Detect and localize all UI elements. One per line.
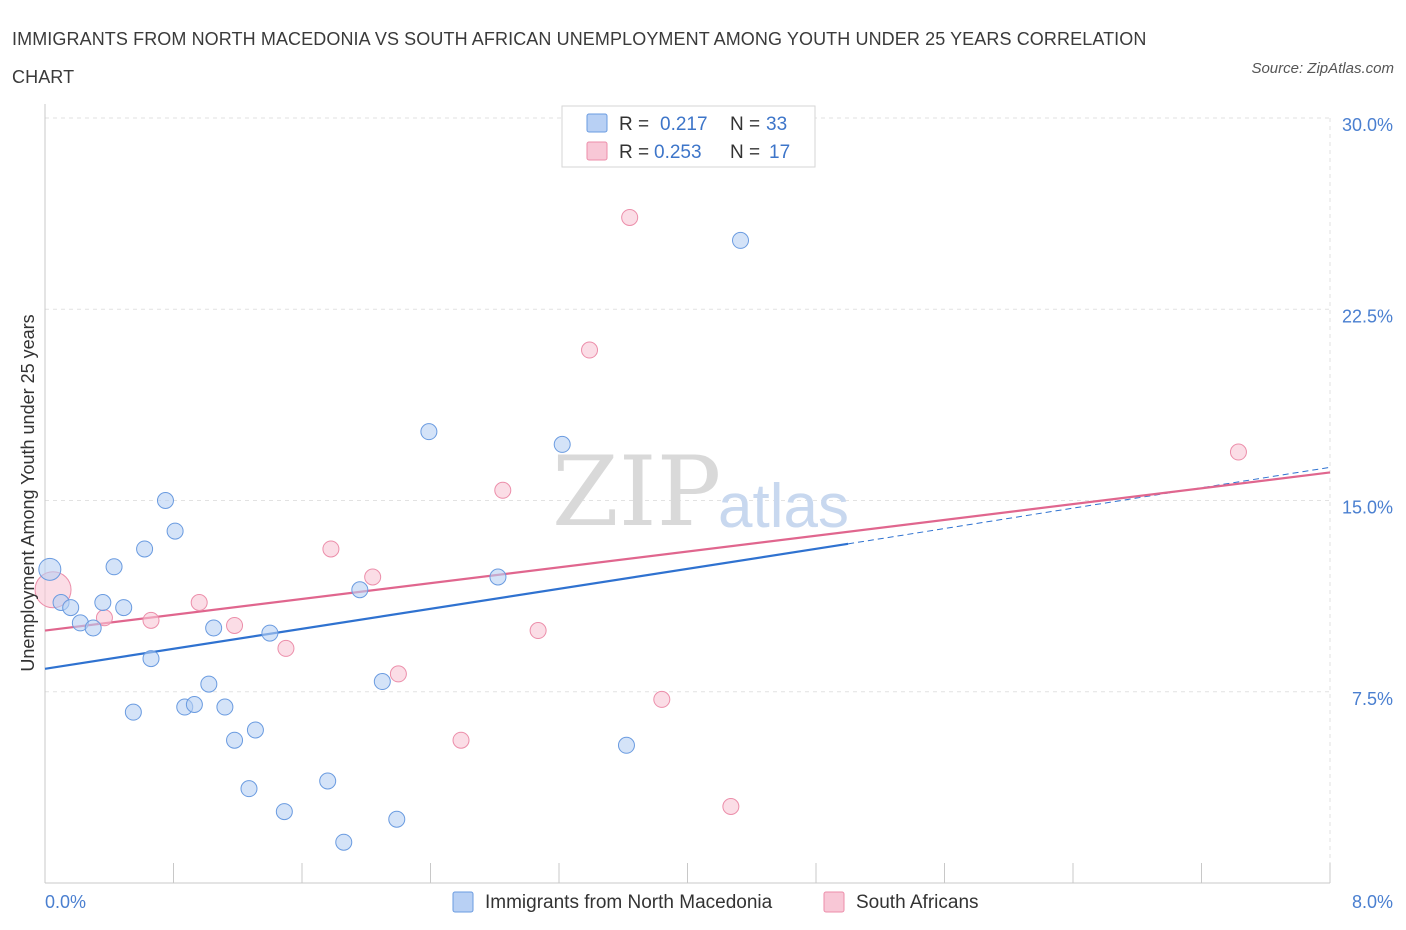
point-series1 bbox=[261, 624, 279, 642]
point-series1 bbox=[142, 650, 160, 668]
y-axis-title: Unemployment Among Youth under 25 years bbox=[18, 314, 38, 671]
watermark-zip: ZIP bbox=[552, 436, 721, 548]
point-series2 bbox=[277, 639, 295, 657]
point-series1 bbox=[553, 435, 571, 453]
legend-r-value-2: 0.253 bbox=[654, 142, 702, 163]
point-series1 bbox=[185, 696, 203, 713]
legend-r-value-1: 0.217 bbox=[660, 114, 708, 135]
point-series2 bbox=[452, 731, 470, 749]
point-series2 bbox=[494, 481, 512, 499]
point-series1 bbox=[489, 568, 507, 586]
trendline-series1-extension bbox=[848, 466, 1331, 545]
point-series1 bbox=[732, 231, 750, 249]
point-series1 bbox=[388, 810, 406, 828]
point-series2 bbox=[142, 611, 160, 629]
point-series1 bbox=[136, 540, 154, 558]
point-series2 bbox=[190, 594, 208, 611]
bottom-legend-label-series1: Immigrants from North Macedonia bbox=[485, 892, 773, 913]
point-series1 bbox=[115, 599, 133, 617]
axis-layer: 7.5% 15.0% 22.5% 30.0% bbox=[44, 104, 1393, 884]
point-series1 bbox=[205, 619, 223, 637]
point-series1 bbox=[156, 492, 174, 509]
point-series1 bbox=[275, 803, 293, 821]
bottom-legend-label-series2: South Africans bbox=[856, 892, 979, 913]
legend-r-label-2: R = bbox=[619, 142, 649, 163]
legend-n-label-2: N = bbox=[730, 142, 760, 163]
point-series1 bbox=[617, 736, 635, 754]
x-tick-label-max: 8.0% bbox=[1352, 892, 1393, 912]
trend-layer bbox=[44, 466, 1331, 670]
point-series2 bbox=[621, 208, 639, 226]
point-series2 bbox=[722, 798, 740, 815]
stats-legend: R = 0.217 N = 33 R = 0.253 N = 17 bbox=[561, 105, 816, 168]
point-series1 bbox=[420, 423, 438, 441]
y-tick-label: 22.5% bbox=[1342, 306, 1393, 326]
legend-swatch-series2 bbox=[586, 141, 608, 161]
point-layer bbox=[34, 208, 1247, 851]
y-tick-label: 7.5% bbox=[1352, 689, 1393, 709]
point-series2 bbox=[364, 568, 382, 586]
point-series1 bbox=[94, 594, 112, 611]
legend-n-value-1: 33 bbox=[766, 114, 787, 135]
bottom-legend-swatch-series2 bbox=[823, 891, 845, 913]
point-series2 bbox=[529, 622, 547, 640]
point-series1 bbox=[84, 619, 102, 637]
point-series1 bbox=[216, 698, 234, 716]
point-series1 bbox=[105, 558, 123, 576]
point-series1 bbox=[62, 599, 80, 617]
legend-swatch-series1 bbox=[586, 113, 608, 133]
point-series1 bbox=[373, 673, 391, 691]
y-tick-label: 15.0% bbox=[1342, 498, 1393, 518]
point-series2 bbox=[1229, 443, 1247, 461]
point-series1 bbox=[335, 833, 353, 851]
point-series2 bbox=[653, 690, 671, 708]
point-series2 bbox=[389, 665, 407, 683]
watermark-atlas: atlas bbox=[718, 472, 849, 541]
legend-n-label-1: N = bbox=[730, 114, 760, 135]
trendline-series1 bbox=[44, 542, 849, 670]
point-series1 bbox=[200, 675, 218, 693]
point-series2 bbox=[581, 341, 599, 359]
legend-n-value-2: 17 bbox=[769, 142, 790, 163]
point-series1 bbox=[240, 780, 258, 798]
series-legend: Immigrants from North Macedonia South Af… bbox=[452, 891, 979, 913]
point-series1 bbox=[319, 772, 337, 790]
x-tick-label-min: 0.0% bbox=[45, 892, 86, 912]
legend-r-label-1: R = bbox=[619, 114, 649, 135]
point-series1 bbox=[124, 703, 142, 721]
point-series1 bbox=[226, 731, 244, 749]
source-label: Source: ZipAtlas.com bbox=[1251, 60, 1394, 77]
point-series1 bbox=[166, 522, 184, 540]
point-series1 bbox=[246, 721, 264, 739]
y-tick-label: 30.0% bbox=[1342, 115, 1393, 135]
point-series1 bbox=[351, 581, 369, 599]
point-series2 bbox=[226, 616, 244, 634]
bottom-legend-swatch-series1 bbox=[452, 891, 474, 913]
point-series1 bbox=[38, 557, 62, 581]
chart-title: IMMIGRANTS FROM NORTH MACEDONIA VS SOUTH… bbox=[12, 29, 1147, 87]
trendline-series2 bbox=[44, 471, 1331, 632]
point-series2 bbox=[322, 540, 340, 558]
